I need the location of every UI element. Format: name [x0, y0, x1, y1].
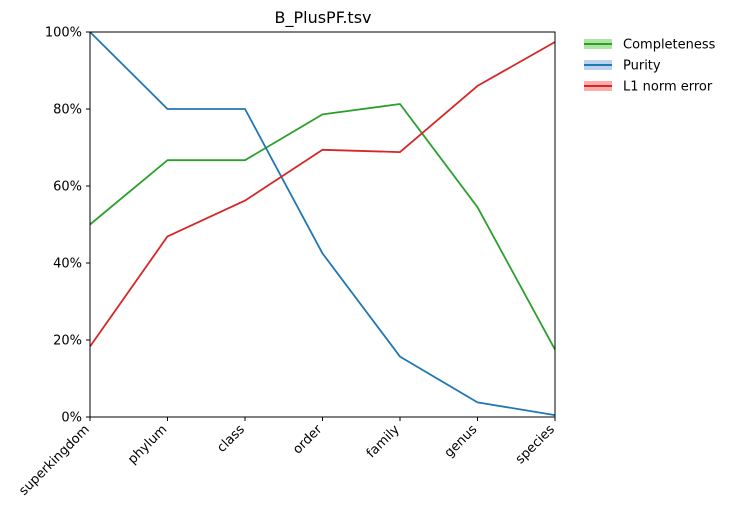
- legend-label-purity: Purity: [623, 59, 661, 74]
- y-tick-label: 20%: [53, 334, 82, 349]
- x-tick-label-phylum: phylum: [125, 422, 170, 467]
- plot-frame: [89, 31, 556, 418]
- x-tick-label-genus: genus: [442, 422, 481, 461]
- plot-lines: [89, 31, 556, 416]
- x-tick-label-species: species: [513, 422, 558, 467]
- y-tick-label: 60%: [53, 180, 82, 195]
- y-tick-label: 40%: [53, 257, 82, 272]
- y-tick-label: 80%: [53, 103, 82, 118]
- legend-label-completeness: Completeness: [623, 38, 716, 53]
- chart-title: B_PlusPF.tsv: [275, 8, 372, 28]
- series-line-l1-norm-error: [89, 41, 556, 348]
- y-axis: 0% 20% 40% 60% 80% 100%: [45, 26, 90, 426]
- x-tick-label-family: family: [364, 422, 403, 461]
- x-tick-label-class: class: [214, 422, 248, 456]
- legend: Completeness Purity L1 norm error: [584, 38, 716, 95]
- legend-label-l1-norm-error: L1 norm error: [623, 80, 713, 95]
- x-tick-label-superkingdom: superkingdom: [16, 422, 92, 498]
- y-tick-label: 100%: [45, 26, 82, 41]
- series-line-completeness: [89, 103, 556, 351]
- x-axis: superkingdom phylum class order family genus s…: [16, 417, 558, 499]
- y-tick-label: 0%: [61, 411, 82, 426]
- x-tick-label-order: order: [290, 422, 326, 458]
- series-line-purity: [89, 31, 556, 416]
